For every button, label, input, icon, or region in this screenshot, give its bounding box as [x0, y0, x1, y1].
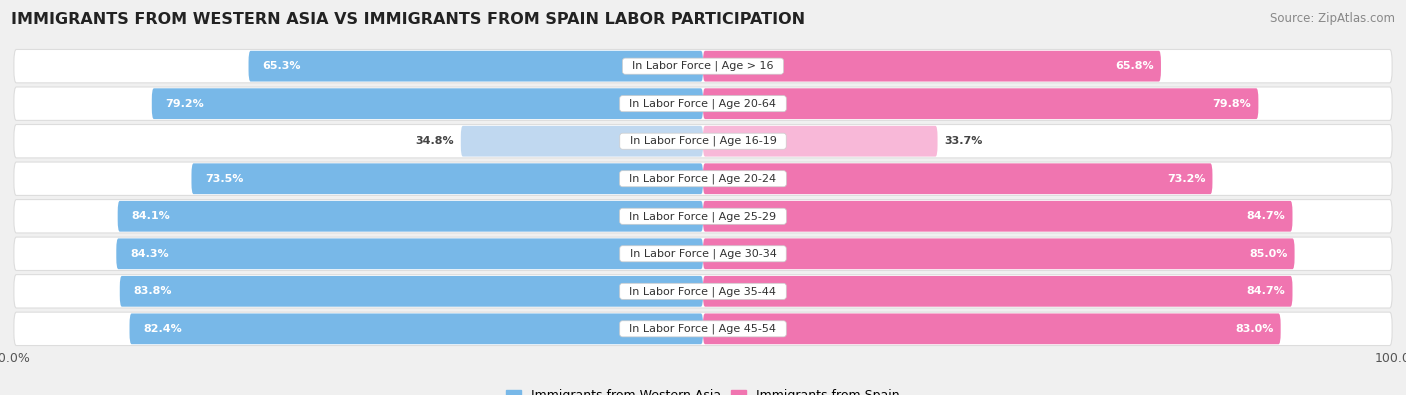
- FancyBboxPatch shape: [118, 201, 703, 231]
- Legend: Immigrants from Western Asia, Immigrants from Spain: Immigrants from Western Asia, Immigrants…: [501, 384, 905, 395]
- FancyBboxPatch shape: [14, 124, 1392, 158]
- Text: 84.1%: 84.1%: [132, 211, 170, 221]
- Text: 73.5%: 73.5%: [205, 174, 243, 184]
- FancyBboxPatch shape: [191, 164, 703, 194]
- FancyBboxPatch shape: [14, 312, 1392, 346]
- Text: 33.7%: 33.7%: [945, 136, 983, 146]
- FancyBboxPatch shape: [703, 276, 1292, 307]
- FancyBboxPatch shape: [703, 314, 1281, 344]
- Text: 83.0%: 83.0%: [1236, 324, 1274, 334]
- Text: 83.8%: 83.8%: [134, 286, 172, 296]
- Text: Source: ZipAtlas.com: Source: ZipAtlas.com: [1270, 12, 1395, 25]
- Text: IMMIGRANTS FROM WESTERN ASIA VS IMMIGRANTS FROM SPAIN LABOR PARTICIPATION: IMMIGRANTS FROM WESTERN ASIA VS IMMIGRAN…: [11, 12, 806, 27]
- Text: 84.3%: 84.3%: [131, 249, 169, 259]
- Text: In Labor Force | Age 35-44: In Labor Force | Age 35-44: [623, 286, 783, 297]
- Text: 73.2%: 73.2%: [1167, 174, 1205, 184]
- Text: 65.3%: 65.3%: [263, 61, 301, 71]
- Text: 84.7%: 84.7%: [1247, 286, 1285, 296]
- Text: In Labor Force | Age > 16: In Labor Force | Age > 16: [626, 61, 780, 71]
- FancyBboxPatch shape: [14, 162, 1392, 196]
- FancyBboxPatch shape: [14, 49, 1392, 83]
- Text: 84.7%: 84.7%: [1247, 211, 1285, 221]
- FancyBboxPatch shape: [703, 201, 1292, 231]
- FancyBboxPatch shape: [129, 314, 703, 344]
- Text: 79.2%: 79.2%: [166, 99, 204, 109]
- FancyBboxPatch shape: [14, 275, 1392, 308]
- FancyBboxPatch shape: [14, 87, 1392, 120]
- Text: In Labor Force | Age 16-19: In Labor Force | Age 16-19: [623, 136, 783, 147]
- Text: 34.8%: 34.8%: [415, 136, 454, 146]
- Text: In Labor Force | Age 25-29: In Labor Force | Age 25-29: [623, 211, 783, 222]
- Text: 85.0%: 85.0%: [1250, 249, 1288, 259]
- FancyBboxPatch shape: [703, 126, 938, 156]
- FancyBboxPatch shape: [703, 164, 1212, 194]
- Text: In Labor Force | Age 30-34: In Labor Force | Age 30-34: [623, 248, 783, 259]
- FancyBboxPatch shape: [14, 199, 1392, 233]
- Text: 79.8%: 79.8%: [1212, 99, 1251, 109]
- FancyBboxPatch shape: [461, 126, 703, 156]
- FancyBboxPatch shape: [703, 239, 1295, 269]
- FancyBboxPatch shape: [117, 239, 703, 269]
- FancyBboxPatch shape: [703, 51, 1161, 81]
- Text: 65.8%: 65.8%: [1115, 61, 1154, 71]
- Text: 82.4%: 82.4%: [143, 324, 183, 334]
- FancyBboxPatch shape: [120, 276, 703, 307]
- FancyBboxPatch shape: [14, 237, 1392, 271]
- Text: In Labor Force | Age 20-64: In Labor Force | Age 20-64: [623, 98, 783, 109]
- FancyBboxPatch shape: [703, 88, 1258, 119]
- FancyBboxPatch shape: [249, 51, 703, 81]
- Text: In Labor Force | Age 45-54: In Labor Force | Age 45-54: [623, 324, 783, 334]
- Text: In Labor Force | Age 20-24: In Labor Force | Age 20-24: [623, 173, 783, 184]
- FancyBboxPatch shape: [152, 88, 703, 119]
